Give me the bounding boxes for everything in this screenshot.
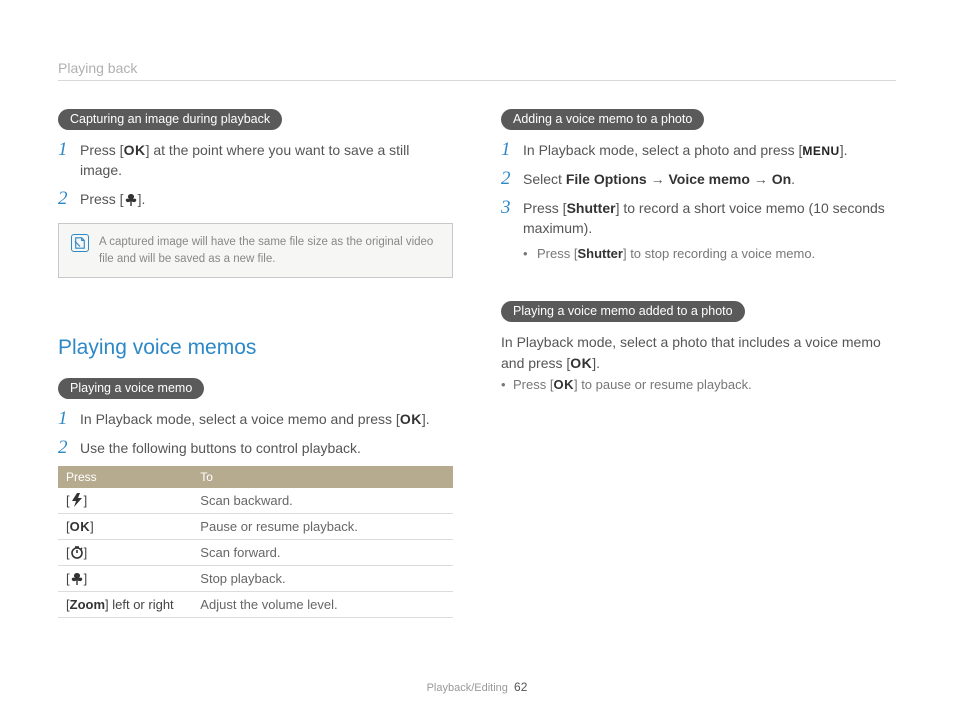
cell-to: Scan backward. xyxy=(192,488,453,514)
ok-icon: OK xyxy=(570,355,592,371)
table-row: [] Stop playback. xyxy=(58,566,453,592)
page-footer: Playback/Editing 62 xyxy=(0,680,954,694)
ok-icon: OK xyxy=(400,411,422,427)
content-columns: Capturing an image during playback 1 Pre… xyxy=(58,109,896,618)
sub-bullet: • Press [Shutter] to stop recording a vo… xyxy=(523,246,896,261)
text: In Playback mode, select a voice memo an… xyxy=(80,411,400,427)
flash-icon xyxy=(70,493,84,505)
step-1-vm: 1 In Playback mode, select a voice memo … xyxy=(58,409,453,430)
sub-text: Press [Shutter] to stop recording a voic… xyxy=(537,246,815,261)
step-body: Use the following buttons to control pla… xyxy=(80,438,453,458)
text: Press [ xyxy=(80,191,124,207)
column-left: Capturing an image during playback 1 Pre… xyxy=(58,109,453,618)
breadcrumb: Playing back xyxy=(58,60,896,76)
text: Press [ xyxy=(523,200,567,216)
arrow: → xyxy=(750,171,772,187)
text: ]. xyxy=(138,191,146,207)
table-row: [OK] Pause or resume playback. xyxy=(58,514,453,540)
text: Press [ xyxy=(513,377,553,392)
zoom-label: Zoom xyxy=(70,597,105,612)
step-2-capture: 2 Press []. xyxy=(58,189,453,210)
pill-capturing-image: Capturing an image during playback xyxy=(58,109,282,130)
step-number: 3 xyxy=(501,198,523,219)
step-1-add: 1 In Playback mode, select a photo and p… xyxy=(501,140,896,161)
step-number: 2 xyxy=(501,169,523,190)
step-body: Press []. xyxy=(80,189,453,209)
text: In Playback mode, select a photo that in… xyxy=(501,334,881,370)
text: ]. xyxy=(422,411,430,427)
bold: On xyxy=(772,171,791,187)
tail-text: Press [OK] to pause or resume playback. xyxy=(513,377,752,392)
divider-top xyxy=(58,80,896,81)
step-body: In Playback mode, select a photo and pre… xyxy=(523,140,896,160)
text: ]. xyxy=(592,355,600,371)
step-number: 2 xyxy=(58,189,80,210)
cell-press: [OK] xyxy=(58,514,192,540)
table-row: [Zoom] left or right Adjust the volume l… xyxy=(58,592,453,618)
zoom-rest: left or right xyxy=(109,597,174,612)
table-header-press: Press xyxy=(58,466,192,488)
bold: File Options xyxy=(566,171,647,187)
note-box: A captured image will have the same file… xyxy=(58,223,453,277)
cell-to: Pause or resume playback. xyxy=(192,514,453,540)
cell-to: Stop playback. xyxy=(192,566,453,592)
pill-playing-voice-memo-photo: Playing a voice memo added to a photo xyxy=(501,301,745,322)
step-number: 1 xyxy=(58,140,80,161)
macro-icon xyxy=(70,571,84,583)
bold: Shutter xyxy=(567,200,616,216)
text: . xyxy=(791,171,795,187)
ok-icon: OK xyxy=(70,519,91,534)
cell-press: [] xyxy=(58,566,192,592)
timer-icon xyxy=(70,545,84,557)
text: Select xyxy=(523,171,566,187)
menu-icon: MENU xyxy=(802,144,839,158)
step-body: In Playback mode, select a voice memo an… xyxy=(80,409,453,429)
arrow: → xyxy=(647,171,669,187)
cell-to: Adjust the volume level. xyxy=(192,592,453,618)
note-text: A captured image will have the same file… xyxy=(99,234,440,266)
step-number: 2 xyxy=(58,438,80,459)
intro-text: In Playback mode, select a photo that in… xyxy=(501,332,896,373)
footer-section: Playback/Editing xyxy=(427,682,508,694)
step-number: 1 xyxy=(58,409,80,430)
ok-icon: OK xyxy=(553,377,574,392)
pill-playing-voice-memo: Playing a voice memo xyxy=(58,378,204,399)
cell-to: Scan forward. xyxy=(192,540,453,566)
step-2-add: 2 Select File Options → Voice memo → On. xyxy=(501,169,896,190)
bold: Voice memo xyxy=(668,171,749,187)
table-header-to: To xyxy=(192,466,453,488)
text: ] to stop recording a voice memo. xyxy=(623,246,815,261)
tail-bullet: • Press [OK] to pause or resume playback… xyxy=(501,377,896,392)
section-title-voice-memos: Playing voice memos xyxy=(58,336,453,360)
step-body: Select File Options → Voice memo → On. xyxy=(523,169,896,189)
step-body: Press [OK] at the point where you want t… xyxy=(80,140,453,181)
cell-press: [] xyxy=(58,540,192,566)
bullet-dot: • xyxy=(523,246,537,261)
cell-press: [Zoom] left or right xyxy=(58,592,192,618)
table-row: [] Scan forward. xyxy=(58,540,453,566)
column-right: Adding a voice memo to a photo 1 In Play… xyxy=(501,109,896,618)
note-icon xyxy=(71,234,89,252)
table-row: [] Scan backward. xyxy=(58,488,453,514)
pill-adding-voice-memo: Adding a voice memo to a photo xyxy=(501,109,704,130)
macro-icon xyxy=(124,191,138,203)
step-number: 1 xyxy=(501,140,523,161)
text: ] to pause or resume playback. xyxy=(574,377,752,392)
step-body: Press [Shutter] to record a short voice … xyxy=(523,198,896,239)
playback-controls-table: Press To [] Scan backward. [OK] Pause or… xyxy=(58,466,453,618)
text: ]. xyxy=(840,142,848,158)
bold: Shutter xyxy=(577,246,623,261)
step-1-capture: 1 Press [OK] at the point where you want… xyxy=(58,140,453,181)
step-3-add: 3 Press [Shutter] to record a short voic… xyxy=(501,198,896,239)
text: In Playback mode, select a photo and pre… xyxy=(523,142,802,158)
step-2-vm: 2 Use the following buttons to control p… xyxy=(58,438,453,459)
ok-icon: OK xyxy=(124,142,146,158)
text: Press [ xyxy=(80,142,124,158)
footer-page: 62 xyxy=(514,680,527,694)
cell-press: [] xyxy=(58,488,192,514)
bullet-dot: • xyxy=(501,377,513,392)
text: Press [ xyxy=(537,246,577,261)
